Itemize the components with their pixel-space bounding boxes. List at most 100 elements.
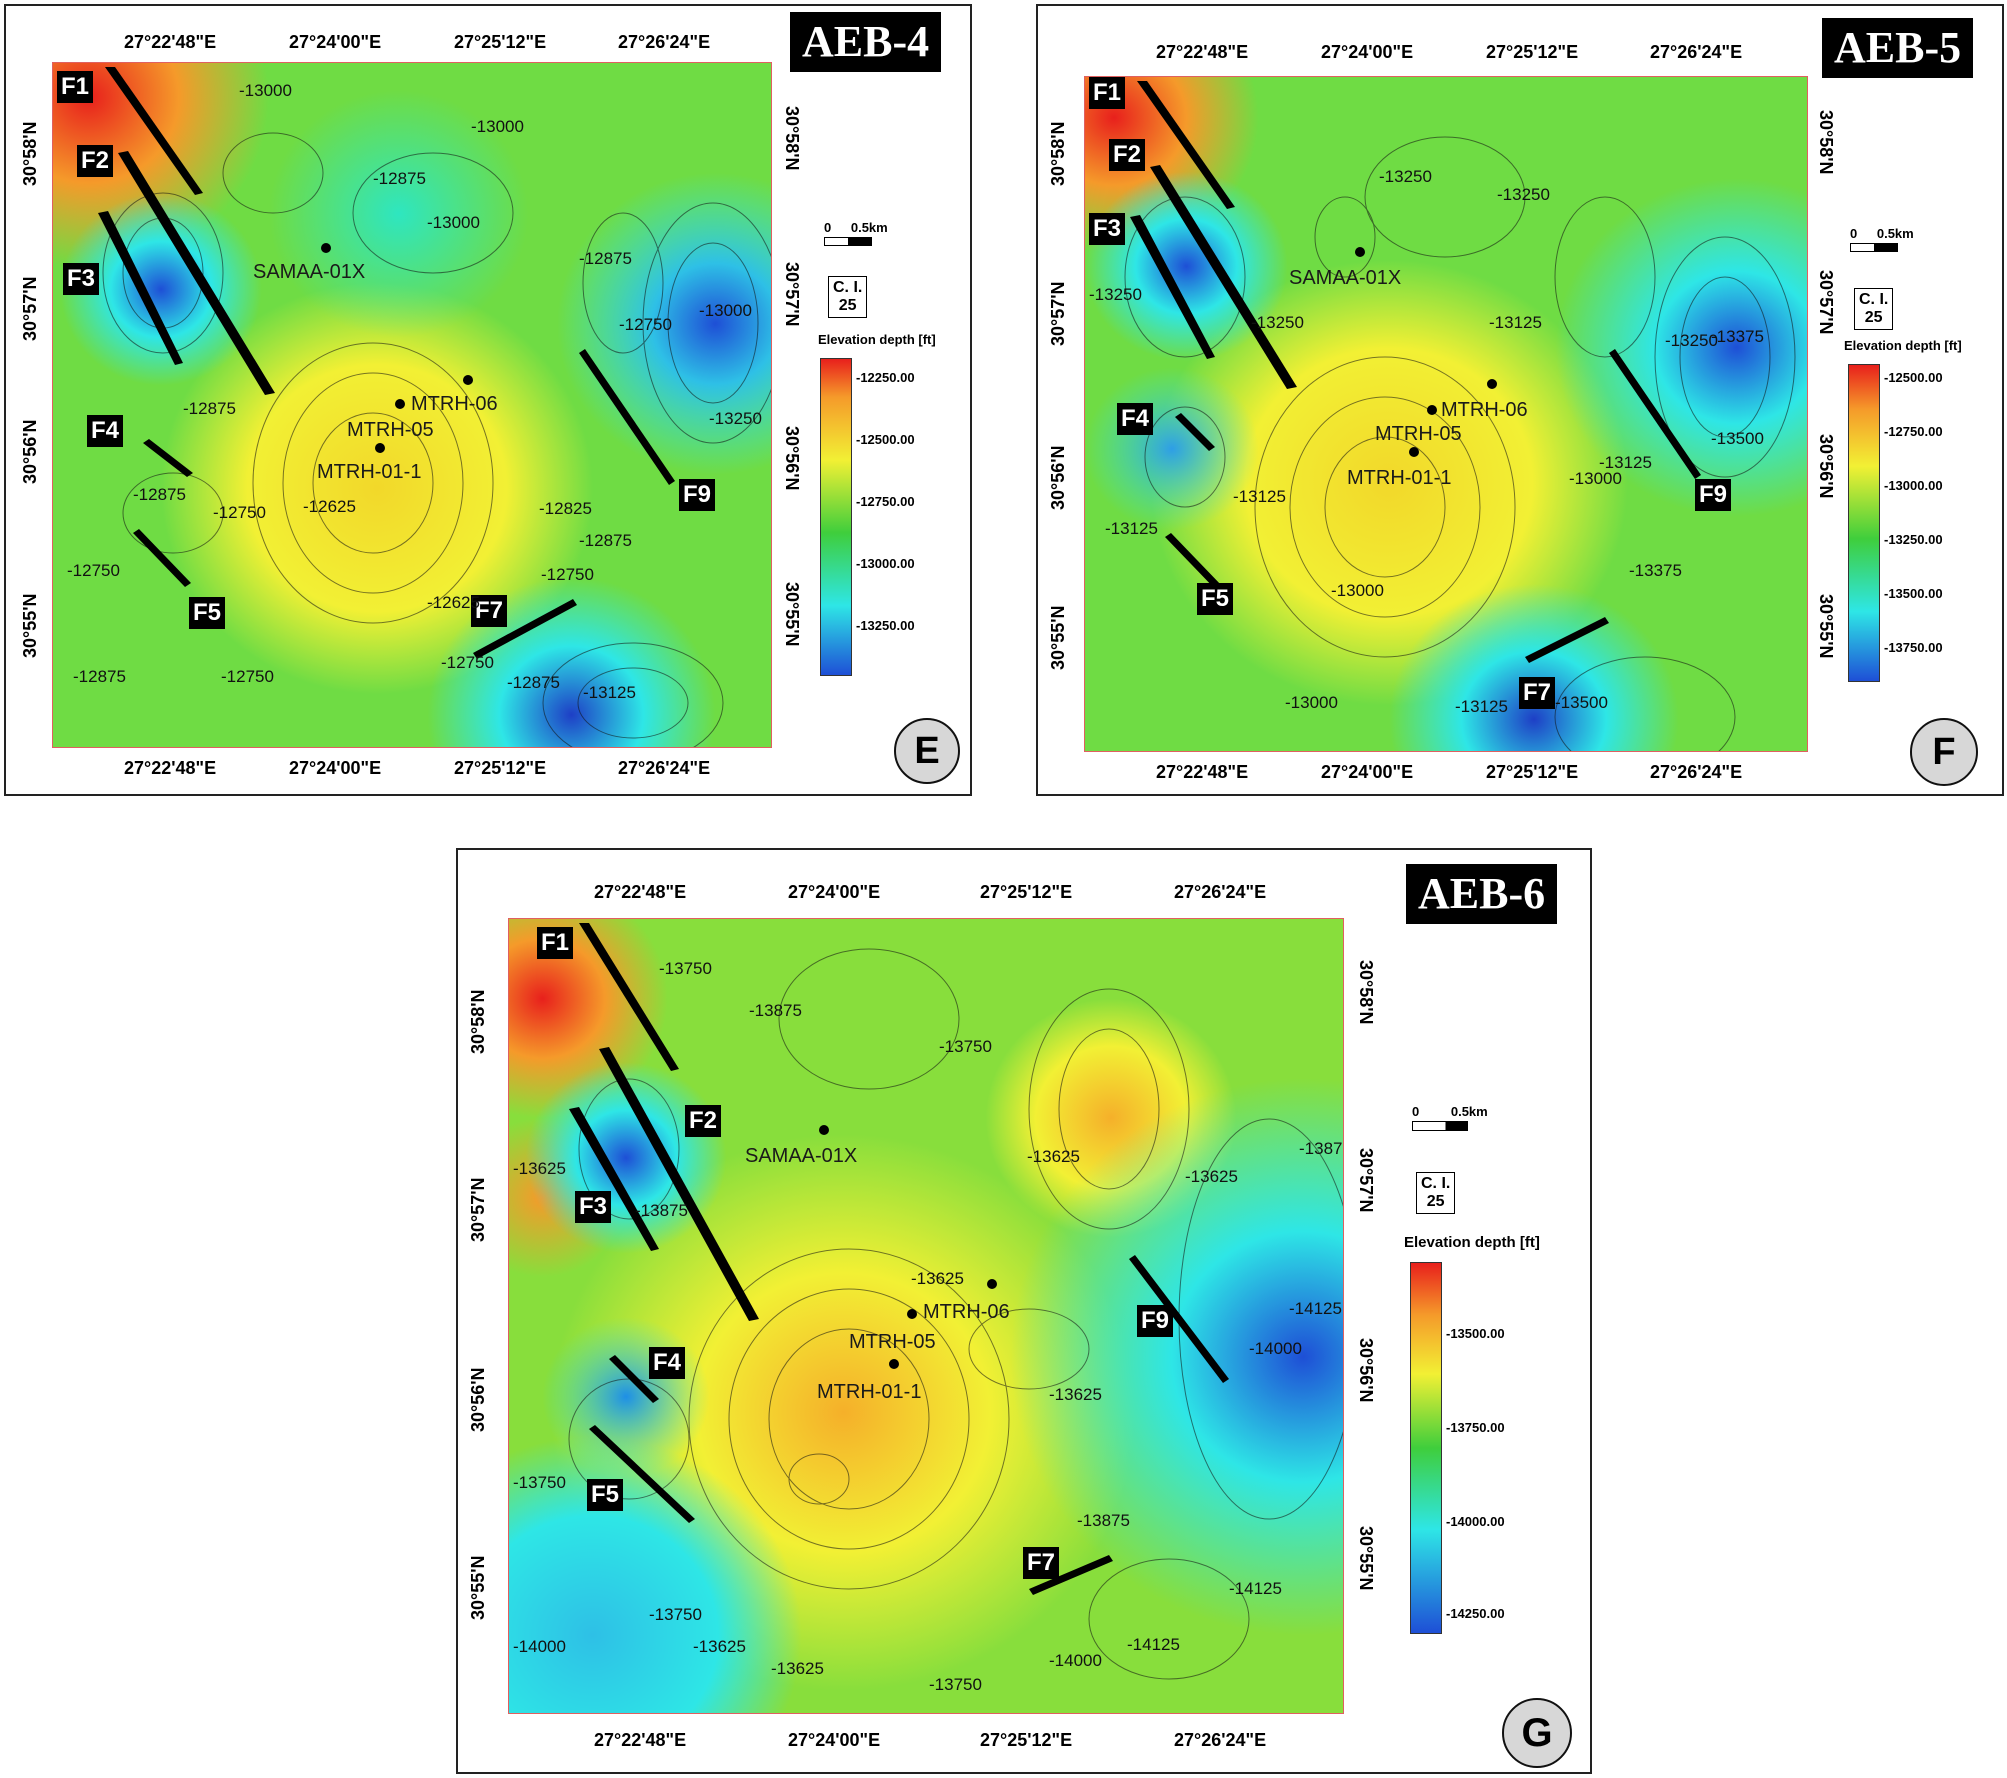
map-title: AEB-6 — [1406, 864, 1558, 924]
scale-dist: 0.5km — [850, 220, 888, 235]
lon-tick-top: 27°24'00"E — [1321, 42, 1414, 62]
scale-bar: 0 0.5km — [1850, 226, 1914, 252]
contour-label: -13000 — [239, 81, 292, 100]
lat-tick-left: 30°56'N — [1048, 445, 1068, 510]
lon-tick-top: 27°22'48"E — [1156, 42, 1249, 62]
lon-tick-top: 27°25'12"E — [1486, 42, 1579, 62]
legend-title: Elevation depth [ft] — [818, 332, 936, 347]
contour-label: -14000 — [513, 1637, 566, 1656]
color-bar-tick: -13500.00 — [1884, 586, 1943, 601]
lon-tick-bottom: 27°25'12"E — [1486, 762, 1579, 782]
contour-label: -13625 — [513, 1159, 566, 1178]
contour-label: -13625 — [693, 1637, 746, 1656]
contour-label: -13750 — [659, 959, 712, 978]
contour-label: -13125 — [1233, 487, 1286, 506]
well-marker — [1427, 405, 1437, 415]
contour-label: -13250 — [1251, 313, 1304, 332]
well-label: MTRH-05 — [849, 1331, 936, 1353]
contour-label: -13375 — [1629, 561, 1682, 580]
lon-tick-bottom: 27°26'24"E — [618, 758, 711, 778]
lon-tick-top: 27°24'00"E — [788, 882, 881, 902]
fault-label-f5: F5 — [587, 1479, 624, 1511]
fault-label-f3: F3 — [63, 263, 100, 295]
well-marker — [987, 1279, 997, 1289]
contour-label: -12625 — [303, 497, 356, 516]
contour-label: -13000 — [427, 213, 480, 232]
color-bar-tick: -12250.00 — [856, 370, 915, 385]
fault-label-f2: F2 — [77, 145, 114, 177]
legend-title: Elevation depth [ft] — [1844, 338, 1962, 353]
lat-tick-right: 30°58'N — [1356, 960, 1376, 1025]
contour-label: -13250 — [1497, 185, 1550, 204]
color-bar-tick: -14250.00 — [1446, 1606, 1505, 1621]
contour-label: -12875 — [507, 673, 560, 692]
lat-tick-left: 30°58'N — [1048, 121, 1068, 186]
contour-label: -12750 — [67, 561, 120, 580]
contour-label: -13750 — [939, 1037, 992, 1056]
color-bar-tick: -13750.00 — [1884, 640, 1943, 655]
map-title: AEB-4 — [790, 12, 942, 72]
ci-label: C. I. — [833, 279, 863, 296]
ci-value: 25 — [1864, 309, 1883, 326]
contour-label: -14125 — [1127, 1635, 1180, 1654]
lon-tick-top: 27°24'00"E — [289, 32, 382, 52]
lat-tick-left: 30°55'N — [1048, 605, 1068, 670]
scale-dist: 0.5km — [1450, 1104, 1488, 1119]
well-label: SAMAA-01X — [1289, 267, 1402, 289]
fault-label-f9: F9 — [679, 479, 716, 511]
depth-map: F1 F2 F3 F4 F5 F7 F9 SAMAA-01X MTRH-06 M… — [1084, 76, 1808, 752]
lon-tick-top: 27°22'48"E — [594, 882, 687, 902]
contour-label: -13875 — [635, 1201, 688, 1220]
lat-tick-right: 30°58'N — [1816, 110, 1836, 175]
depth-map: F1 F2 F3 F4 F5 F7 F9 SAMAA-01X MTRH-06 M… — [52, 62, 772, 748]
well-label: MTRH-06 — [1441, 399, 1528, 421]
fault-polygons — [1130, 81, 1701, 663]
well-marker — [375, 443, 385, 453]
contour-label: -14125 — [1229, 1579, 1282, 1598]
fault-label-f5: F5 — [1197, 583, 1234, 615]
lat-tick-right: 30°57'N — [1356, 1148, 1376, 1213]
contour-label: -14000 — [1249, 1339, 1302, 1358]
well-label: MTRH-01-1 — [1347, 467, 1452, 489]
fault-label-f4: F4 — [87, 415, 124, 447]
well-label: SAMAA-01X — [253, 261, 366, 283]
well-label: MTRH-01-1 — [817, 1381, 922, 1403]
lat-tick-left: 30°57'N — [20, 276, 40, 341]
lat-tick-left: 30°55'N — [20, 593, 40, 658]
color-bar-tick: -12500.00 — [856, 432, 915, 447]
well-marker — [889, 1359, 899, 1369]
lon-tick-bottom: 27°22'48"E — [124, 758, 217, 778]
contour-label: -13000 — [1331, 581, 1384, 600]
lon-tick-bottom: 27°26'24"E — [1174, 1730, 1267, 1750]
contour-label: -13000 — [1569, 469, 1622, 488]
scale-zero: 0 — [1850, 226, 1858, 241]
color-bar-tick: -13250.00 — [856, 618, 915, 633]
fault-label-f1: F1 — [1089, 77, 1126, 109]
scale-zero: 0 — [1412, 1104, 1420, 1119]
lat-tick-right: 30°55'N — [782, 582, 802, 647]
lon-tick-bottom: 27°24'00"E — [289, 758, 382, 778]
color-bar-tick: -13250.00 — [1884, 532, 1943, 547]
lat-tick-right: 30°55'N — [1356, 1526, 1376, 1591]
well-label: SAMAA-01X — [745, 1145, 858, 1167]
color-bar-tick: -14000.00 — [1446, 1514, 1505, 1529]
contour-label: -13625 — [1027, 1147, 1080, 1166]
fault-label-f7: F7 — [471, 595, 508, 627]
well-label: MTRH-05 — [1375, 423, 1462, 445]
contour-label: -13000 — [699, 301, 752, 320]
fault-label-f9: F9 — [1695, 479, 1732, 511]
lon-tick-top: 27°26'24"E — [618, 32, 711, 52]
fault-label-f7: F7 — [1023, 1547, 1060, 1579]
lon-tick-top: 27°25'12"E — [980, 882, 1073, 902]
contour-label: -13375 — [1711, 327, 1764, 346]
contour-label: -13750 — [649, 1605, 702, 1624]
lon-tick-top: 27°25'12"E — [454, 32, 547, 52]
contour-interval-box: C. I. 25 — [1416, 1172, 1456, 1214]
contour-label: -12875 — [579, 249, 632, 268]
fault-label-f3: F3 — [575, 1191, 612, 1223]
lat-tick-right: 30°57'N — [1816, 270, 1836, 335]
color-bar — [820, 358, 852, 676]
lon-tick-bottom: 27°25'12"E — [454, 758, 547, 778]
legend-title: Elevation depth [ft] — [1404, 1234, 1540, 1251]
scale-bar: 0 0.5km — [1412, 1104, 1488, 1131]
